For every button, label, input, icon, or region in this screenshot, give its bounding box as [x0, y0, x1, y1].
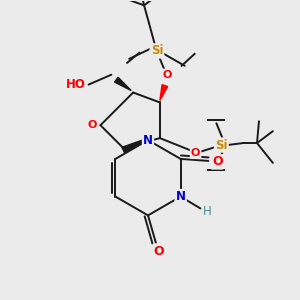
Polygon shape [122, 138, 148, 153]
Text: O: O [191, 148, 200, 158]
Text: O: O [162, 70, 172, 80]
Text: O: O [154, 244, 164, 258]
Text: N: N [143, 134, 153, 147]
Text: O: O [212, 155, 223, 168]
Text: Si: Si [151, 44, 163, 57]
Text: Si: Si [215, 139, 228, 152]
Text: O: O [88, 120, 97, 130]
Text: N: N [176, 190, 186, 203]
Text: HO: HO [66, 78, 86, 91]
Text: H: H [203, 205, 212, 218]
Polygon shape [115, 77, 131, 91]
Polygon shape [160, 85, 168, 101]
